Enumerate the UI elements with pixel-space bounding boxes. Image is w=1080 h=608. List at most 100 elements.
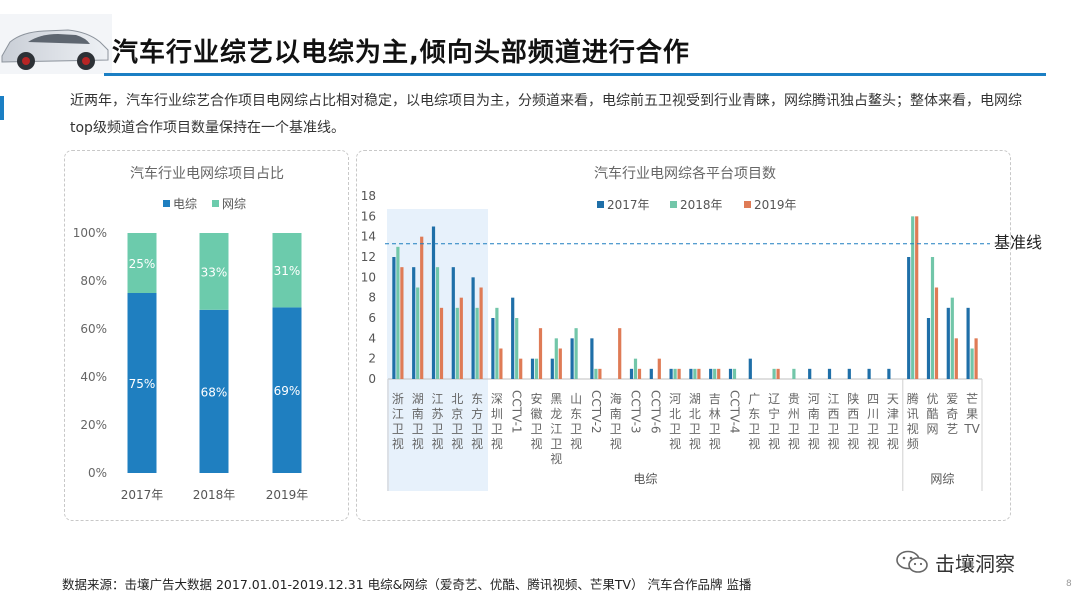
- bar-2019年: [420, 236, 424, 379]
- left-accent-bar: [0, 96, 4, 120]
- bar-2017年: [966, 307, 970, 379]
- x-tick-label: CCTV-6: [648, 390, 662, 434]
- bar-2019年: [459, 297, 463, 379]
- y-tick-label: 0: [368, 372, 376, 386]
- y-tick-label: 6: [368, 311, 376, 325]
- x-tick-label: CCTV-2: [589, 390, 603, 434]
- x-tick-label: 安徽卫视: [530, 391, 542, 451]
- x-tick-label: CCTV-4: [728, 390, 742, 434]
- bar-2018年: [574, 328, 578, 379]
- bar-2018年: [416, 287, 420, 379]
- x-tick-label: 2018年: [193, 488, 236, 502]
- y-tick-label: 60%: [80, 322, 107, 336]
- bar-tv: [272, 307, 302, 473]
- bar-2017年: [907, 257, 911, 379]
- x-tick-label: 江苏卫视: [431, 392, 443, 451]
- data-label-net: 25%: [129, 257, 156, 271]
- bar-2018年: [772, 368, 776, 379]
- legend-swatch: [163, 200, 170, 207]
- x-tick-label: 山东卫视: [570, 392, 582, 451]
- y-tick-label: 80%: [80, 274, 107, 288]
- bar-tv: [127, 293, 157, 473]
- bar-2017年: [491, 318, 495, 379]
- x-tick-label: 2019年: [266, 488, 309, 502]
- brand-name: 击壤洞察: [935, 551, 1015, 576]
- bar-2017年: [728, 368, 733, 379]
- bar-tv: [199, 309, 229, 473]
- bar-2018年: [594, 368, 598, 379]
- legend-label: 2019年: [754, 198, 797, 212]
- bar-2019年: [618, 328, 622, 379]
- data-label-net: 33%: [201, 265, 228, 279]
- bar-2017年: [847, 368, 851, 379]
- bar-2017年: [412, 267, 416, 379]
- x-tick-label: 爱奇艺: [946, 392, 958, 436]
- y-tick-label: 20%: [80, 418, 107, 432]
- x-tick-label: 东方卫视: [471, 392, 483, 451]
- bar-2017年: [748, 358, 752, 379]
- x-tick-label: 江西卫视: [827, 392, 839, 451]
- bar-2018年: [911, 216, 915, 379]
- data-label-tv: 69%: [274, 384, 301, 398]
- chart-title: 汽车行业电网综各平台项目数: [594, 165, 776, 182]
- bar-2017年: [709, 368, 713, 379]
- bar-2019年: [776, 368, 780, 379]
- x-tick-label: 吉林卫视: [709, 392, 721, 451]
- y-tick-label: 12: [361, 250, 376, 264]
- legend-swatch: [670, 201, 677, 208]
- bar-2018年: [495, 307, 499, 379]
- bar-2017年: [669, 368, 673, 379]
- page-title: 汽车行业综艺以电综为主,倾向头部频道进行合作: [112, 38, 690, 68]
- bar-2017年: [689, 368, 693, 379]
- bar-net: [127, 233, 157, 293]
- bar-2018年: [732, 368, 737, 379]
- y-tick-label: 2: [368, 352, 376, 366]
- bar-2017年: [887, 368, 891, 379]
- bar-2017年: [926, 318, 931, 379]
- x-tick-label: 腾讯视频: [907, 391, 919, 451]
- bar-2018年: [633, 358, 638, 379]
- x-tick-label: 天津卫视: [887, 392, 899, 451]
- x-tick-label: 深圳卫视: [491, 392, 503, 451]
- y-tick-label: 18: [361, 189, 376, 203]
- bar-2017年: [629, 368, 634, 379]
- y-tick-label: 14: [361, 230, 376, 244]
- bar-2019年: [974, 338, 978, 379]
- x-tick-label: 四川卫视: [867, 392, 879, 451]
- bar-2018年: [515, 318, 519, 379]
- x-tick-label: 贵州卫视: [788, 392, 800, 451]
- x-tick-label: 优酷网: [926, 392, 938, 436]
- legend-label: 电综: [173, 197, 197, 211]
- legend-label: 2017年: [607, 198, 650, 212]
- bar-2019年: [499, 348, 503, 379]
- x-tick-label: 黑龙江卫视: [550, 392, 562, 466]
- legend-swatch: [212, 200, 219, 207]
- bar-2018年: [673, 368, 677, 379]
- chart-title: 汽车行业电网综项目占比: [130, 165, 284, 182]
- bar-net: [199, 233, 229, 310]
- bar-2017年: [451, 267, 455, 379]
- brand-mark: 击壤洞察: [895, 548, 1015, 576]
- bar-2017年: [808, 368, 812, 379]
- page-number: 8: [1066, 579, 1072, 589]
- x-tick-label: 河北卫视: [669, 392, 681, 451]
- bar-2019年: [915, 216, 919, 379]
- bar-2018年: [455, 307, 459, 379]
- bar-2018年: [534, 358, 539, 379]
- bar-2019年: [598, 368, 602, 379]
- y-tick-label: 4: [368, 331, 376, 345]
- bar-2018年: [930, 257, 935, 379]
- bar-2018年: [792, 368, 796, 379]
- car-logo-icon: [0, 14, 112, 74]
- bar-2017年: [649, 368, 653, 379]
- x-tick-label: 浙江卫视: [392, 392, 404, 451]
- bar-2019年: [657, 358, 661, 379]
- bar-2019年: [637, 368, 642, 379]
- x-tick-label: 河南卫视: [808, 392, 820, 451]
- bar-2017年: [530, 358, 535, 379]
- x-tick-label: 海南卫视: [610, 391, 622, 451]
- x-tick-label: CCTV-3: [629, 390, 643, 434]
- bar-2019年: [439, 307, 444, 379]
- share-chart-panel: 汽车行业电网综项目占比 电综 网综 0% 20% 40% 60% 80% 100% 75% 25% 2…: [64, 150, 349, 521]
- platform-chart-panel: 汽车行业电网综各平台项目数 2017年 2018年 2019年 0 2 4 6 8 10 12 14 1…: [356, 150, 1011, 521]
